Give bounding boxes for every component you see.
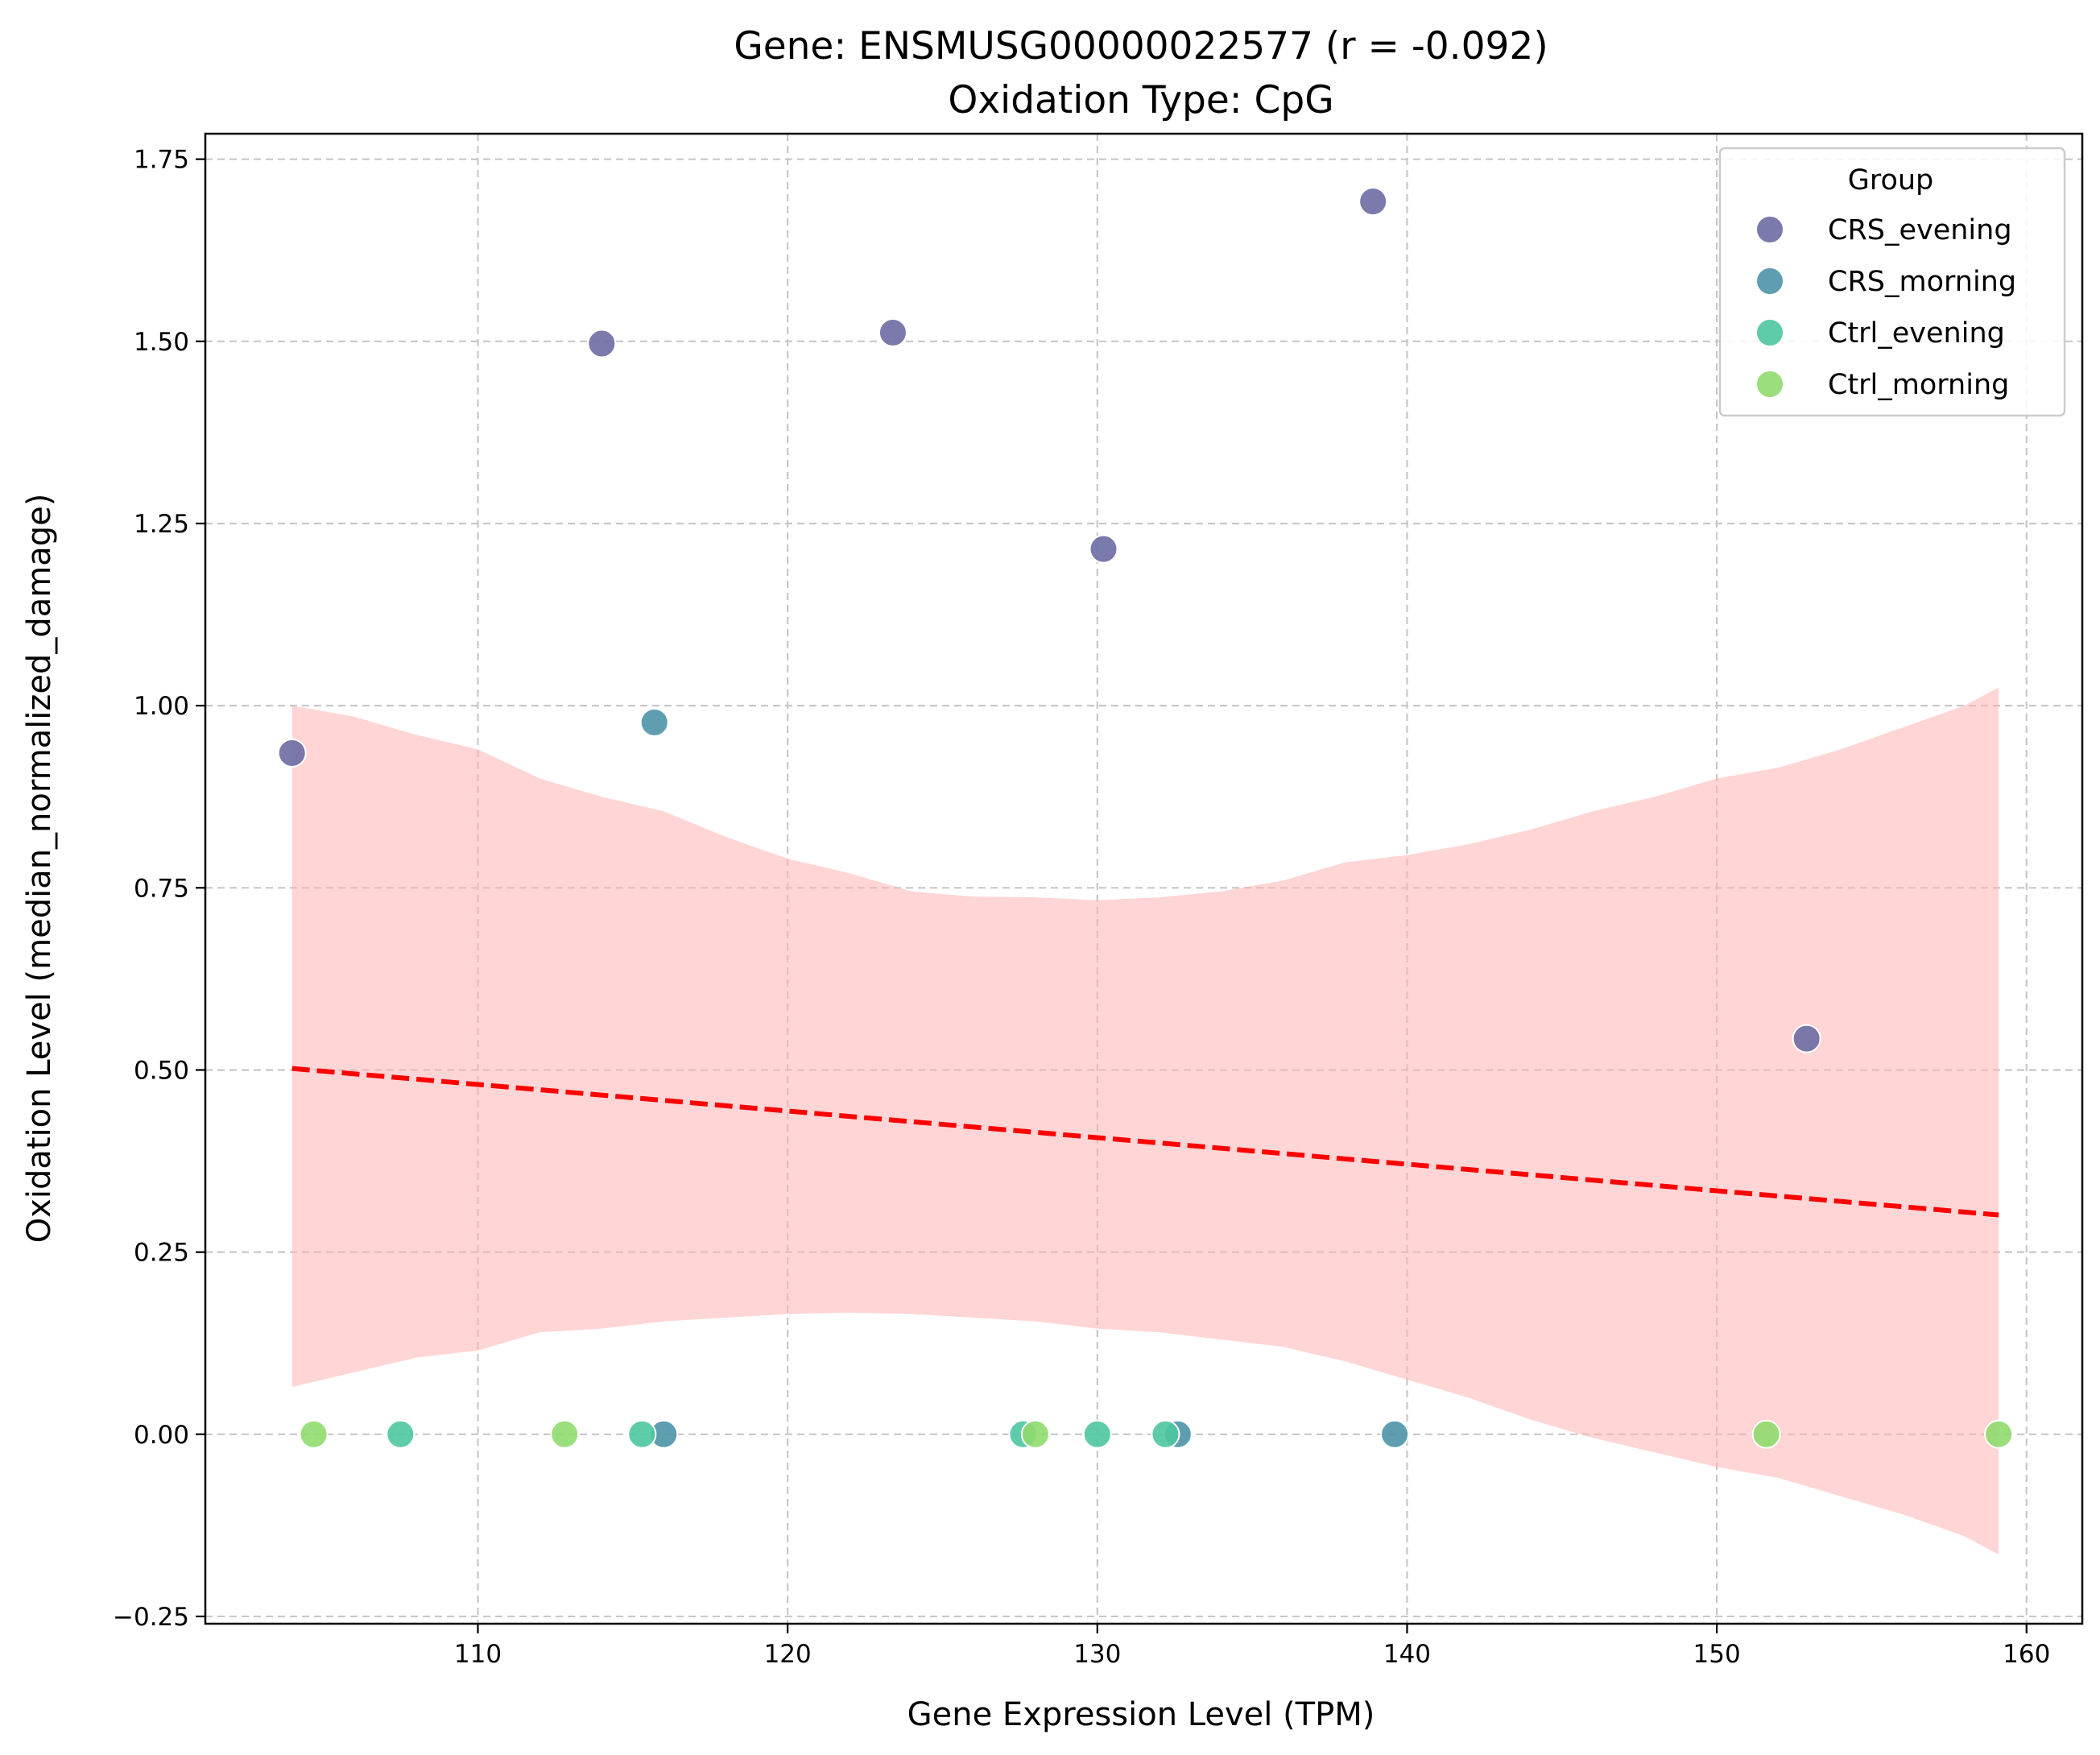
data-point-crs-evening — [878, 317, 907, 347]
confidence-band — [291, 687, 1999, 1555]
y-tick-label: 0.75 — [134, 874, 189, 903]
y-axis-title: Oxidation Level (median_normalized_damag… — [21, 494, 58, 1244]
legend-label-ctrl-morning: Ctrl_morning — [1828, 369, 2009, 401]
data-point-ctrl-morning — [1984, 1419, 2014, 1449]
legend-box — [1718, 147, 2066, 417]
x-tick-label: 140 — [1383, 1640, 1431, 1669]
data-point-crs-morning — [1380, 1419, 1410, 1449]
y-tick-label: 1.75 — [134, 146, 189, 175]
y-tick-label: 1.25 — [134, 510, 189, 539]
y-tick-label: 0.50 — [134, 1056, 189, 1085]
legend-marker-crs-evening — [1755, 215, 1784, 244]
data-point-crs-evening — [1358, 187, 1388, 217]
legend-label-crs-evening: CRS_evening — [1828, 214, 2012, 246]
data-point-ctrl-morning — [299, 1419, 329, 1449]
data-point-crs-evening — [1089, 534, 1118, 564]
y-tick-label: −0.25 — [113, 1603, 189, 1632]
x-tick-label: 120 — [764, 1640, 812, 1669]
regression-line — [291, 1066, 1999, 1218]
points-layer — [277, 187, 2014, 1449]
y-tick-label: 1.50 — [134, 328, 189, 357]
x-axis: 110 120 130 140 150 160 — [454, 1624, 2050, 1669]
legend-marker-crs-morning — [1755, 267, 1784, 296]
data-point-ctrl-morning — [1751, 1419, 1781, 1449]
confidence-band-layer — [291, 687, 1999, 1555]
plot-frame — [204, 132, 2084, 1625]
x-tick-label: 150 — [1693, 1640, 1741, 1669]
chart-title: Gene: ENSMUSG00000022577 (r = -0.092) — [734, 24, 1548, 68]
data-point-ctrl-evening — [627, 1419, 657, 1449]
data-point-crs-evening — [1792, 1024, 1821, 1053]
legend-marker-ctrl-morning — [1755, 370, 1784, 399]
data-point-ctrl-evening — [1082, 1419, 1112, 1449]
y-tick-label: 0.00 — [134, 1421, 189, 1450]
data-point-ctrl-morning — [1020, 1419, 1050, 1449]
data-point-ctrl-evening — [386, 1419, 415, 1449]
data-point-crs-evening — [277, 738, 307, 768]
x-axis-title: Gene Expression Level (TPM) — [907, 1696, 1375, 1733]
y-tick-label: 0.25 — [134, 1239, 189, 1268]
x-tick-label: 110 — [454, 1640, 502, 1669]
chart-subtitle: Oxidation Type: CpG — [948, 78, 1333, 122]
x-tick-label: 130 — [1073, 1640, 1121, 1669]
y-axis: −0.25 0.00 0.25 0.50 0.75 1.00 1.25 1.50 1.75 — [113, 146, 205, 1632]
data-point-crs-evening — [587, 329, 617, 358]
x-tick-label: 160 — [2003, 1640, 2050, 1669]
data-point-ctrl-morning — [550, 1419, 580, 1449]
y-tick-label: 1.00 — [134, 692, 189, 721]
regression-line-layer — [291, 1066, 1999, 1218]
legend-marker-ctrl-evening — [1755, 318, 1784, 347]
data-point-crs-morning — [639, 707, 669, 737]
data-point-ctrl-evening — [1151, 1419, 1180, 1449]
legend-title: Group — [1848, 164, 1934, 197]
legend-label-ctrl-evening: Ctrl_evening — [1828, 317, 2005, 350]
legend: Group CRS_evening CRS_morning Ctrl_evening… — [1718, 147, 2066, 417]
legend-label-crs-morning: CRS_morning — [1828, 266, 2016, 298]
